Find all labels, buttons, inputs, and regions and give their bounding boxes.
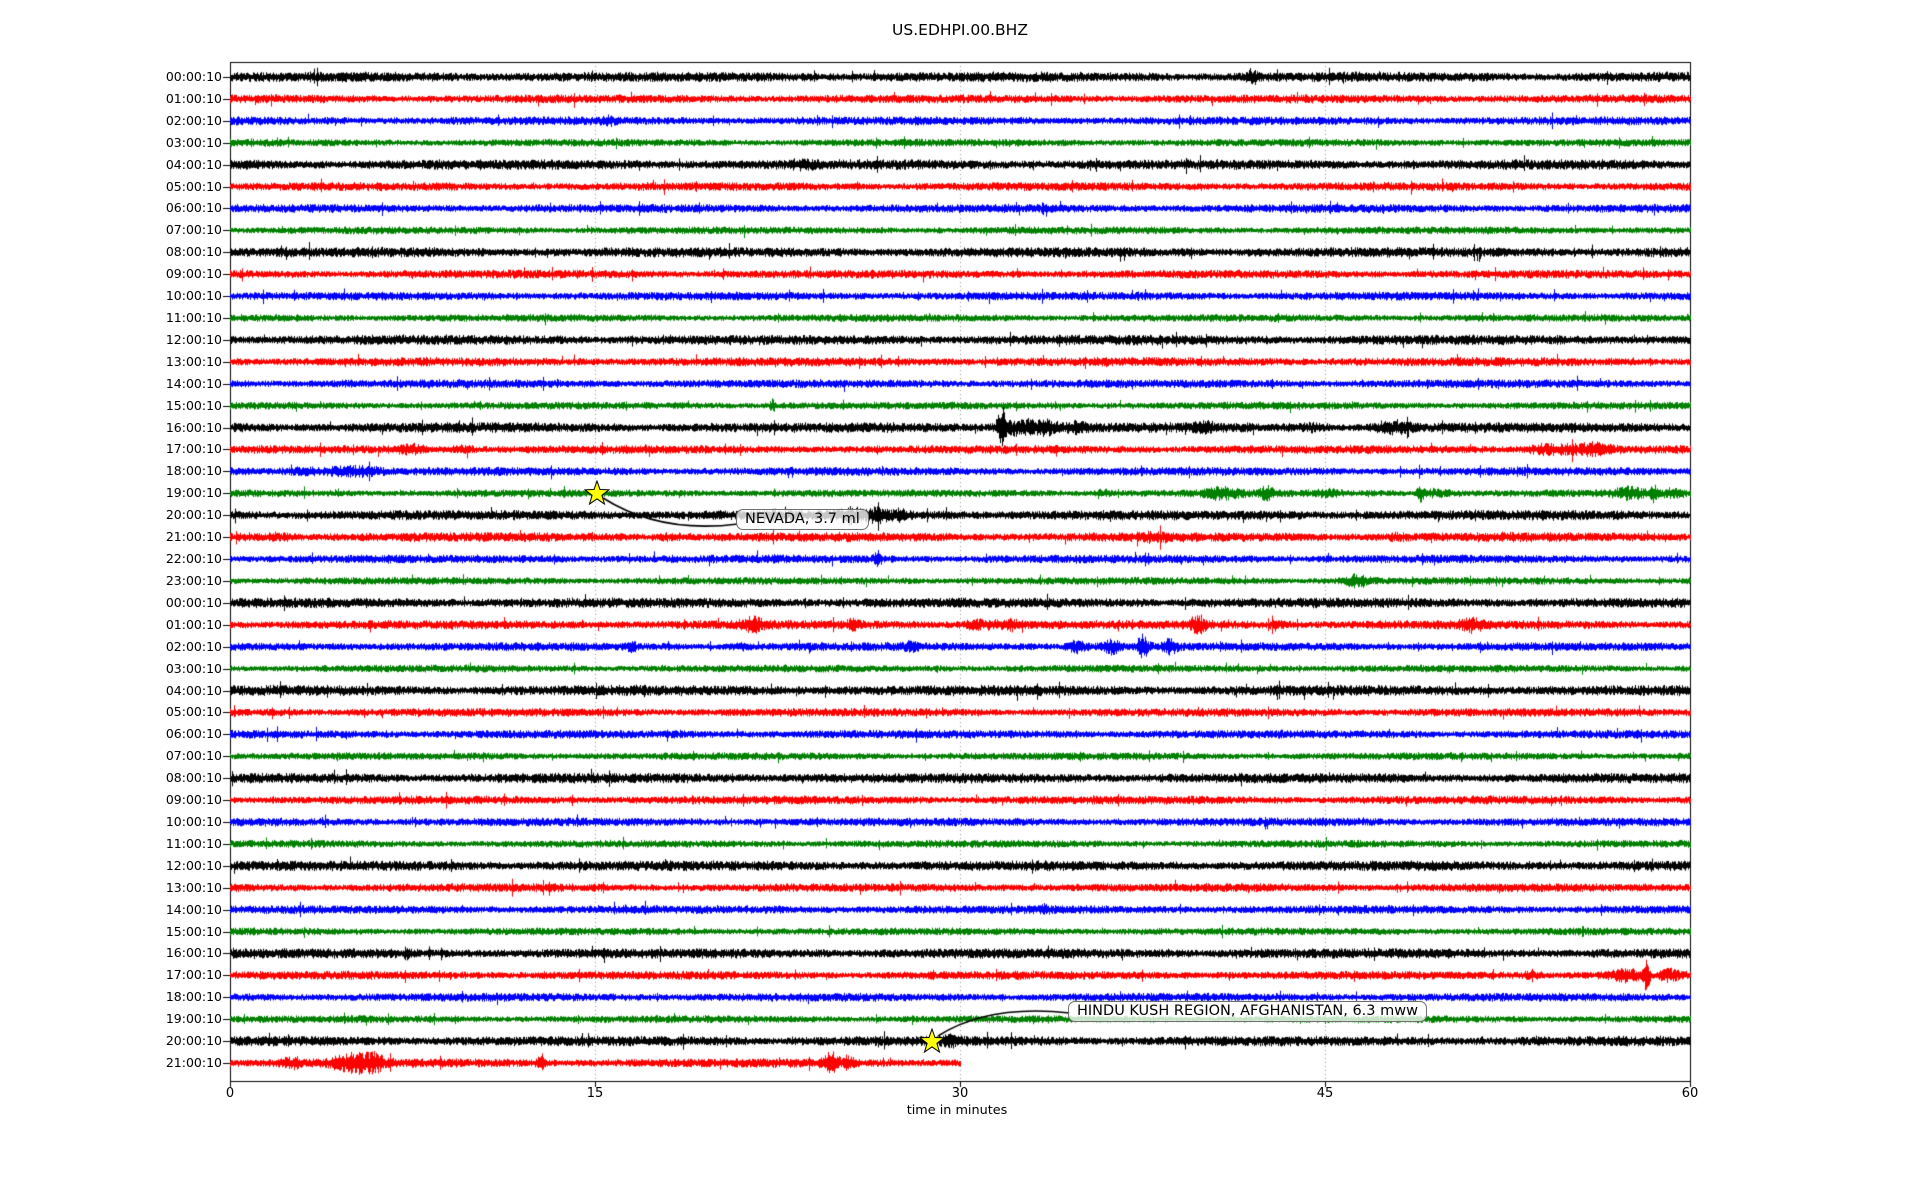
y-tick-label: 00:00:10 bbox=[165, 69, 222, 84]
x-tick-label: 30 bbox=[951, 1086, 969, 1101]
y-tick-label: 22:00:10 bbox=[165, 551, 222, 567]
y-tick-label: 06:00:10 bbox=[165, 200, 222, 216]
y-tick-label: 02:00:10 bbox=[165, 638, 222, 654]
x-tick-label: 45 bbox=[1316, 1086, 1334, 1101]
y-tick-label: 17:00:10 bbox=[165, 967, 222, 983]
y-tick-label: 08:00:10 bbox=[165, 244, 222, 260]
y-tick-label: 21:00:10 bbox=[165, 1055, 222, 1070]
y-tick-label: 07:00:10 bbox=[165, 748, 222, 764]
y-tick-label: 20:00:10 bbox=[165, 1033, 222, 1049]
y-tick-label: 15:00:10 bbox=[165, 923, 222, 939]
y-tick-label: 11:00:10 bbox=[165, 835, 222, 851]
y-tick-label: 16:00:10 bbox=[165, 419, 222, 435]
y-tick-label: 13:00:10 bbox=[165, 353, 222, 369]
y-tick-label: 16:00:10 bbox=[165, 945, 222, 961]
plot-title: US.EDHPI.00.BHZ bbox=[892, 21, 1028, 39]
y-tick-label: 06:00:10 bbox=[165, 726, 222, 742]
y-tick-label: 04:00:10 bbox=[165, 156, 222, 172]
y-tick-label: 12:00:10 bbox=[165, 331, 222, 347]
y-tick-label: 08:00:10 bbox=[165, 770, 222, 786]
y-tick-label: 11:00:10 bbox=[165, 310, 222, 326]
y-tick-label: 17:00:10 bbox=[165, 441, 222, 457]
y-tick-label: 03:00:10 bbox=[165, 660, 222, 676]
y-tick-label: 18:00:10 bbox=[165, 463, 222, 479]
y-tick-label: 13:00:10 bbox=[165, 879, 222, 895]
y-tick-label: 10:00:10 bbox=[165, 813, 222, 829]
y-tick-label: 05:00:10 bbox=[165, 704, 222, 720]
y-tick-label: 23:00:10 bbox=[165, 572, 222, 588]
y-tick-label: 18:00:10 bbox=[165, 989, 222, 1005]
x-axis-label: time in minutes bbox=[906, 1103, 1008, 1118]
y-tick-label: 14:00:10 bbox=[165, 375, 222, 391]
y-tick-label: 01:00:10 bbox=[165, 90, 222, 106]
x-tick-label: 15 bbox=[586, 1086, 604, 1101]
event-star-icon bbox=[584, 480, 611, 506]
y-tick-label: 03:00:10 bbox=[165, 134, 222, 150]
y-tick-label: 09:00:10 bbox=[165, 792, 222, 808]
y-tick-label: 12:00:10 bbox=[165, 857, 222, 873]
y-tick-label: 09:00:10 bbox=[165, 266, 222, 282]
event-annotation-hindu-kush: HINDU KUSH REGION, AFGHANISTAN, 6.3 mww bbox=[1068, 1001, 1427, 1022]
y-tick-label: 05:00:10 bbox=[165, 178, 222, 194]
y-tick-label: 07:00:10 bbox=[165, 222, 222, 238]
y-tick-label: 20:00:10 bbox=[165, 507, 222, 523]
y-tick-label: 15:00:10 bbox=[165, 397, 222, 413]
x-tick-label: 0 bbox=[225, 1086, 235, 1101]
x-tick-label: 60 bbox=[1681, 1086, 1699, 1101]
y-tick-label: 21:00:10 bbox=[165, 529, 222, 545]
y-tick-label: 14:00:10 bbox=[165, 901, 222, 917]
y-tick-label: 04:00:10 bbox=[165, 682, 222, 698]
y-tick-label: 10:00:10 bbox=[165, 288, 222, 304]
y-tick-label: 02:00:10 bbox=[165, 112, 222, 128]
event-star-icon bbox=[919, 1028, 946, 1054]
y-tick-label: 00:00:10 bbox=[165, 594, 222, 610]
event-annotation-nevada: NEVADA, 3.7 ml bbox=[736, 509, 869, 530]
y-tick-label: 01:00:10 bbox=[165, 616, 222, 632]
y-tick-label: 19:00:10 bbox=[165, 1011, 222, 1027]
y-tick-label: 19:00:10 bbox=[165, 485, 222, 501]
